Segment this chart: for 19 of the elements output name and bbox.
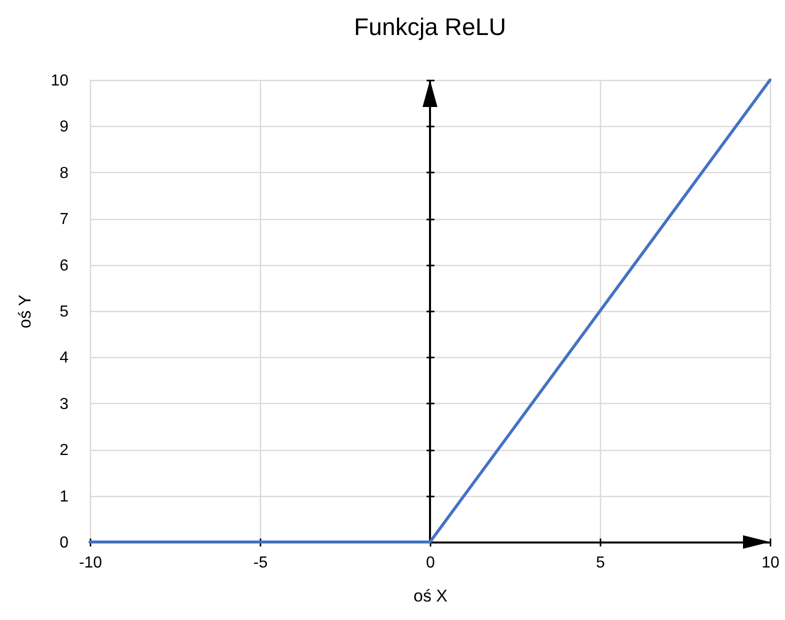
y-tick-label: 3 — [60, 396, 69, 413]
x-tick-label: 5 — [596, 554, 606, 572]
y-tick-label: 9 — [60, 118, 69, 136]
y-tick-label: 0 — [60, 534, 69, 552]
x-tick-label: 0 — [426, 554, 436, 572]
y-axis-title: oś Y — [16, 294, 35, 328]
y-tick-label: 7 — [60, 211, 69, 228]
y-tick-label: 1 — [60, 488, 69, 506]
x-tick-label: 10 — [762, 554, 780, 572]
chart-title: Funkcja ReLU — [354, 14, 506, 41]
x-axis-title: oś X — [413, 586, 448, 606]
y-tick-label: 6 — [60, 257, 69, 274]
x-tick-label: -5 — [253, 554, 268, 572]
y-tick-label: 10 — [50, 72, 69, 90]
y-tick-label: 8 — [60, 164, 69, 182]
y-tick-label: 4 — [60, 350, 69, 367]
x-tick-label: -10 — [78, 554, 102, 572]
y-tick-label: 5 — [60, 304, 69, 320]
y-tick-label: 2 — [60, 442, 69, 460]
